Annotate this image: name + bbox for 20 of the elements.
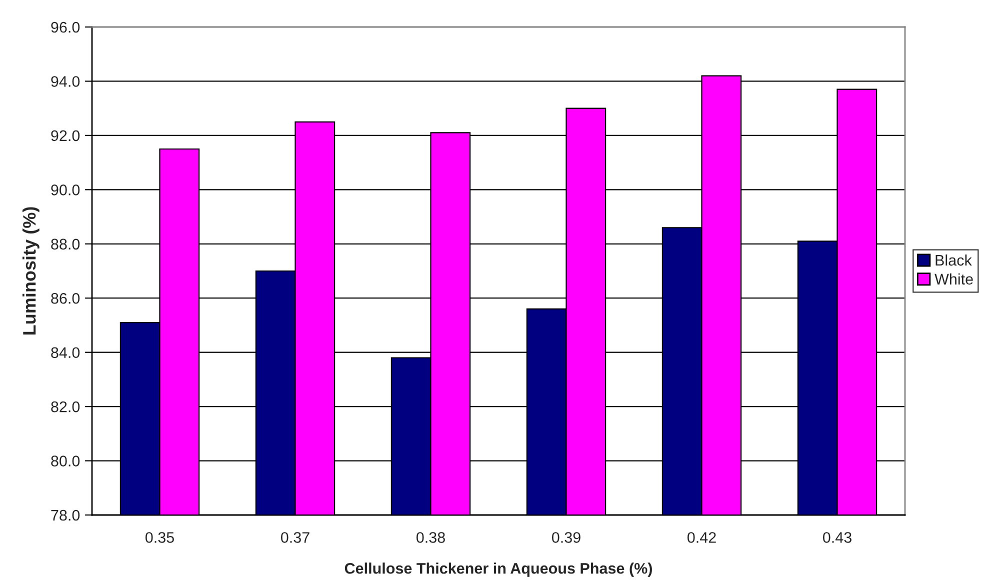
x-tick-label: 0.37 [280,532,310,543]
y-tick-label: 96.0 [51,22,80,33]
x-tick-label: 0.35 [145,532,174,543]
x-tick-label: 0.38 [416,532,445,543]
x-axis-title: Cellulose Thickener in Aqueous Phase (%) [344,562,652,577]
y-tick-label: 86.0 [51,292,80,304]
y-tick-label: 84.0 [51,347,80,358]
y-tick-label: 78.0 [51,510,80,521]
y-tick-label: 92.0 [51,130,80,142]
x-tick-label: 0.39 [552,532,580,543]
x-tick-label: 0.43 [822,532,852,543]
y-tick-label: 88.0 [51,238,80,250]
y-tick-label: 90.0 [51,184,80,196]
legend-label: White [934,273,973,285]
x-tick-label: 0.42 [687,532,716,543]
y-axis-title: Luminosity (%) [22,207,40,334]
y-tick-label: 80.0 [51,456,80,466]
legend-label: Black [936,254,972,266]
y-tick-label: 82.0 [51,401,80,412]
y-tick-label: 94.0 [51,76,80,87]
